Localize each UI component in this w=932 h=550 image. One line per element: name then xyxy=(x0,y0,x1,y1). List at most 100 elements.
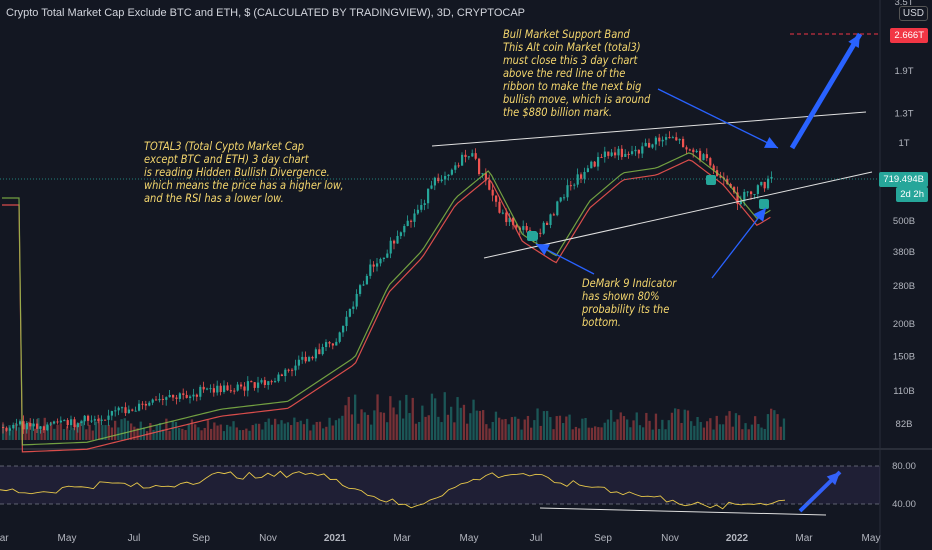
volume-bar xyxy=(40,429,43,440)
candle xyxy=(66,420,69,426)
candle xyxy=(172,394,175,398)
volume-bar xyxy=(619,412,622,440)
volume-bar xyxy=(277,424,280,440)
candle xyxy=(110,411,113,416)
volume-bar xyxy=(424,416,427,440)
candle xyxy=(165,397,168,400)
candle xyxy=(195,394,198,397)
candle xyxy=(427,188,430,204)
candle xyxy=(32,423,35,427)
volume-bar xyxy=(219,424,222,440)
candle xyxy=(127,409,130,414)
candle xyxy=(8,428,11,431)
candle xyxy=(508,217,511,223)
volume-bar xyxy=(338,418,341,440)
candle xyxy=(753,193,756,195)
candle xyxy=(648,142,651,148)
volume-bar xyxy=(696,416,699,440)
volume-bar xyxy=(539,425,542,440)
candle xyxy=(325,342,328,348)
volume-bar xyxy=(667,420,670,440)
candle xyxy=(362,284,365,286)
candle xyxy=(342,325,345,333)
volume-bar xyxy=(603,422,606,440)
volume-bar xyxy=(770,408,773,440)
candle xyxy=(49,423,52,425)
candle xyxy=(29,423,32,427)
volume-bar xyxy=(30,423,34,440)
volume-bar xyxy=(238,430,242,440)
volume-bar xyxy=(181,428,184,440)
volume-bar xyxy=(629,427,632,440)
rsi-tick-label: 40.00 xyxy=(892,499,916,510)
candle xyxy=(522,226,525,230)
volume-bar xyxy=(466,423,469,440)
candle xyxy=(433,177,436,186)
volume-bar xyxy=(498,417,501,440)
candle xyxy=(641,146,644,154)
volume-bar xyxy=(510,417,514,440)
volume-bar xyxy=(686,410,690,440)
volume-bar xyxy=(226,424,229,440)
volume-bar xyxy=(194,424,197,440)
target-arrow-head xyxy=(848,34,860,48)
demark-pointer-arrow-head xyxy=(536,244,550,256)
currency-label[interactable]: USD xyxy=(898,6,928,21)
volume-bar xyxy=(69,430,72,440)
volume-bar xyxy=(245,428,248,440)
candle xyxy=(750,191,753,195)
support-band-upper xyxy=(2,152,771,446)
time-tick-label: Sep xyxy=(594,533,612,544)
volume-bar xyxy=(555,416,558,440)
countdown-tag: 2d 2h xyxy=(896,187,928,202)
candle xyxy=(729,183,732,188)
candle xyxy=(430,185,433,189)
volume-bar xyxy=(373,410,376,440)
price-tick-label: 200B xyxy=(893,319,915,330)
volume-bar xyxy=(242,430,245,440)
candle xyxy=(559,197,562,202)
volume-bar xyxy=(658,428,661,440)
volume-bar xyxy=(782,418,786,440)
candle xyxy=(250,381,253,383)
candle xyxy=(552,214,555,216)
volume-bar xyxy=(462,404,466,440)
volume-bar xyxy=(507,424,510,440)
volume-bar xyxy=(472,399,475,440)
volume-bar xyxy=(341,415,344,440)
volume-bar xyxy=(142,427,146,440)
volume-bar xyxy=(306,418,309,440)
volume-bar xyxy=(149,422,152,440)
volume-bar xyxy=(322,428,325,440)
candle xyxy=(566,185,569,198)
candle xyxy=(93,419,96,421)
candle xyxy=(219,385,222,392)
candle xyxy=(389,240,392,254)
volume-bar xyxy=(734,413,738,440)
divergence-annotation: TOTAL3 (Total Cypto Market Cap except BT… xyxy=(144,139,344,205)
candle xyxy=(56,421,59,423)
demark-pointer-arrow-2-head xyxy=(753,208,766,222)
volume-bar xyxy=(126,420,130,440)
volume-bar xyxy=(299,420,302,440)
candle xyxy=(471,153,474,157)
time-tick-label: May xyxy=(862,533,881,544)
time-tick-label: 2022 xyxy=(726,533,749,544)
candle xyxy=(83,415,86,422)
candle xyxy=(134,410,137,412)
volume-bar xyxy=(584,417,587,440)
candle xyxy=(746,191,749,193)
volume-bar xyxy=(133,426,136,440)
candle xyxy=(97,419,100,421)
volume-bar xyxy=(600,427,603,440)
volume-bar xyxy=(437,416,440,440)
volume-bar xyxy=(18,427,21,440)
volume-bar xyxy=(581,418,584,440)
volume-bar xyxy=(546,410,549,440)
candle xyxy=(253,382,256,388)
volume-bar xyxy=(325,426,328,440)
volume-bar xyxy=(754,416,757,440)
candle xyxy=(712,165,715,171)
time-tick-label: Nov xyxy=(661,533,679,544)
